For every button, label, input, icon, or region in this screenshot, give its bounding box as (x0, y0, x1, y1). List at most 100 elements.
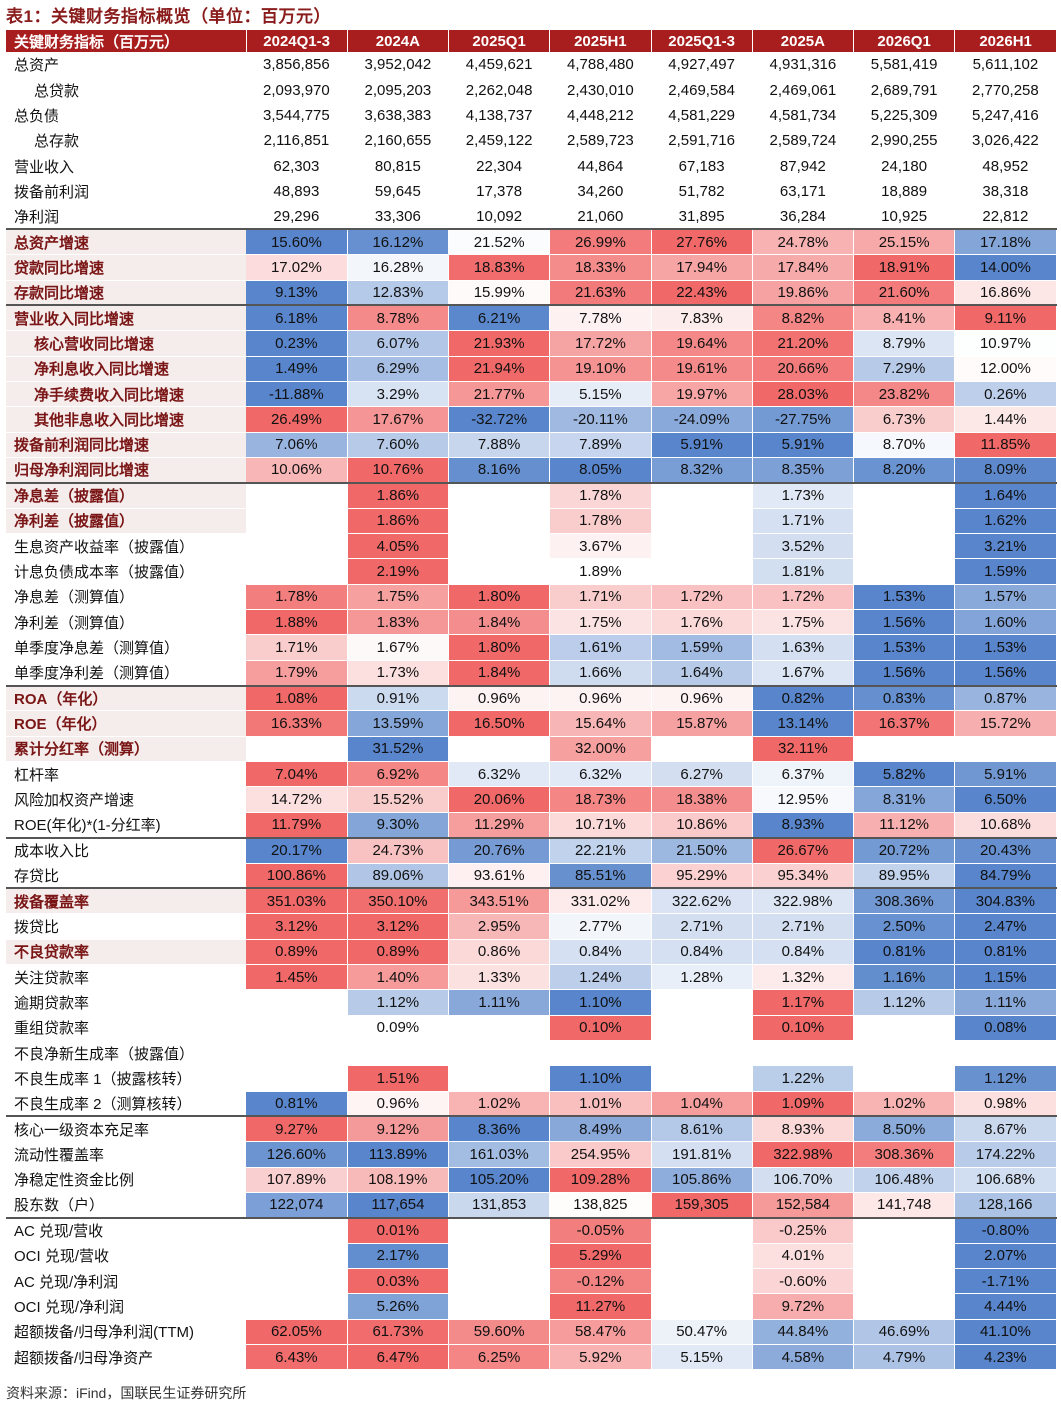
value-cell (651, 1216, 753, 1244)
table-row: 归母净利润同比增速 10.06% 10.76% 8.16% 8.05% 8.32% 8.35… (6, 457, 1057, 484)
value-cell: 2,262,048 (448, 77, 551, 104)
value-cell (853, 481, 956, 509)
value-cell: 6.25% (448, 1344, 551, 1371)
value-cell: 89.95% (853, 863, 956, 889)
value-cell: 322.98% (752, 1141, 855, 1168)
value-cell (246, 1065, 348, 1092)
value-cell: 4.44% (954, 1293, 1057, 1320)
value-cell: 4,788,480 (549, 52, 652, 78)
value-cell: 21.77% (448, 381, 551, 408)
value-cell (853, 1065, 956, 1092)
value-cell: 7.88% (448, 432, 551, 459)
value-cell: 13.14% (752, 710, 855, 737)
value-cell (246, 1040, 348, 1067)
value-cell: 16.12% (347, 228, 450, 256)
value-cell: 16.37% (853, 710, 956, 737)
row-label: 净利润 (6, 204, 246, 230)
value-cell: 21,060 (549, 204, 652, 230)
row-label: 流动性覆盖率 (6, 1141, 246, 1168)
row-label: 不良贷款率 (6, 939, 246, 965)
value-cell: 6.32% (448, 761, 551, 788)
value-cell: 6.92% (347, 761, 450, 788)
value-cell: 20.76% (448, 836, 551, 864)
row-label: 重组贷款率 (6, 1015, 246, 1041)
value-cell: 1.66% (549, 660, 652, 687)
value-cell: 12.95% (752, 786, 855, 813)
value-cell: 17,378 (448, 178, 551, 205)
value-cell: 26.67% (752, 836, 855, 864)
value-cell: 3,856,856 (246, 52, 348, 78)
value-cell: 6.29% (347, 356, 450, 382)
table-row: 净息差（测算值） 1.78% 1.75% 1.80% 1.71% 1.72% 1.72% 1.… (6, 584, 1057, 611)
value-cell: -11.88% (246, 381, 348, 408)
value-cell: 2.47% (954, 913, 1057, 940)
value-cell: 131,853 (448, 1192, 551, 1219)
value-cell: 3.12% (347, 913, 450, 940)
value-cell: 12.83% (347, 280, 450, 306)
value-cell: 1.75% (549, 609, 652, 636)
table-row: 总贷款 2,093,970 2,095,203 2,262,048 2,430,010 2… (6, 77, 1057, 104)
value-cell: 21.63% (549, 280, 652, 306)
value-cell: 6.73% (853, 406, 956, 433)
row-label: 其他非息收入同比增速 (6, 406, 246, 433)
value-cell: 4,581,734 (752, 102, 855, 129)
row-label: 净息差（披露值） (6, 481, 246, 509)
table-row: AC 兑现/净利润 0.03% -0.12% -0.60% -1.71% (6, 1268, 1057, 1295)
table-row: 其他非息收入同比增速 26.49% 17.67% -32.72% -20.11% -24.… (6, 406, 1057, 433)
value-cell: 33,306 (347, 204, 450, 230)
value-cell: 6.07% (347, 330, 450, 357)
value-cell (246, 481, 348, 509)
value-cell: 9.11% (954, 304, 1057, 332)
row-label: 净利差（披露值） (6, 508, 246, 535)
value-cell: 2.71% (651, 913, 753, 940)
value-cell: 0.81% (853, 939, 956, 965)
value-cell: 4.58% (752, 1344, 855, 1371)
value-cell: 15.64% (549, 710, 652, 737)
table-row: 不良生成率 2（测算核转） 0.81% 0.96% 1.02% 1.01% 1.04% 1.… (6, 1091, 1057, 1117)
row-label: 不良生成率 1（披露核转） (6, 1065, 246, 1092)
value-cell: 8.05% (549, 457, 652, 484)
value-cell: 8.36% (448, 1115, 551, 1143)
value-cell: 1.67% (752, 660, 855, 687)
row-label: 计息负债成本率（披露值） (6, 558, 246, 585)
value-cell: 8.31% (853, 786, 956, 813)
table-row: 生息资产收益率（披露值） 4.05% 3.67% 3.52% 3.21% (6, 533, 1057, 560)
value-cell: 9.13% (246, 280, 348, 306)
value-cell: 20.43% (954, 836, 1057, 864)
value-cell: -27.75% (752, 406, 855, 433)
value-cell: 84.79% (954, 863, 1057, 889)
value-cell: 3,952,042 (347, 52, 450, 78)
value-cell (752, 1040, 855, 1067)
value-cell: 107.89% (246, 1167, 348, 1193)
value-cell (651, 1268, 753, 1295)
value-cell: 2,591,716 (651, 128, 753, 154)
value-cell: 0.86% (448, 939, 551, 965)
row-label: 拨备前利润 (6, 178, 246, 205)
value-cell: 0.83% (853, 684, 956, 712)
value-cell: 0.81% (954, 939, 1057, 965)
value-cell: 2,093,970 (246, 77, 348, 104)
value-cell (853, 1040, 956, 1067)
value-cell: 44.84% (752, 1319, 855, 1346)
row-label: 不良生成率 2（测算核转） (6, 1091, 246, 1117)
row-label: 生息资产收益率（披露值） (6, 533, 246, 560)
value-cell: 1.59% (651, 634, 753, 661)
table-row: 净息差（披露值） 1.86% 1.78% 1.73% 1.64% (6, 481, 1057, 509)
table-row: 风险加权资产增速 14.72% 15.52% 20.06% 18.73% 18.38% 12… (6, 786, 1057, 813)
value-cell: 22,812 (954, 204, 1057, 230)
value-cell (246, 558, 348, 585)
value-cell: 8.20% (853, 457, 956, 484)
value-cell: 9.30% (347, 812, 450, 839)
value-cell: 18.38% (651, 786, 753, 813)
value-cell: 4.01% (752, 1243, 855, 1270)
value-cell: 0.98% (954, 1091, 1057, 1117)
value-cell: -0.80% (954, 1216, 1057, 1244)
value-cell: 1.12% (954, 1065, 1057, 1092)
value-cell: 1.71% (752, 508, 855, 535)
value-cell: 4,448,212 (549, 102, 652, 129)
value-cell: 1.78% (549, 481, 652, 509)
value-cell: 1.49% (246, 356, 348, 382)
table-row: 不良生成率 1（披露核转） 1.51% 1.10% 1.22% 1.12% (6, 1065, 1057, 1092)
row-label: OCI 兑现/净利润 (6, 1293, 246, 1320)
period-header: 2025H1 (549, 30, 651, 52)
